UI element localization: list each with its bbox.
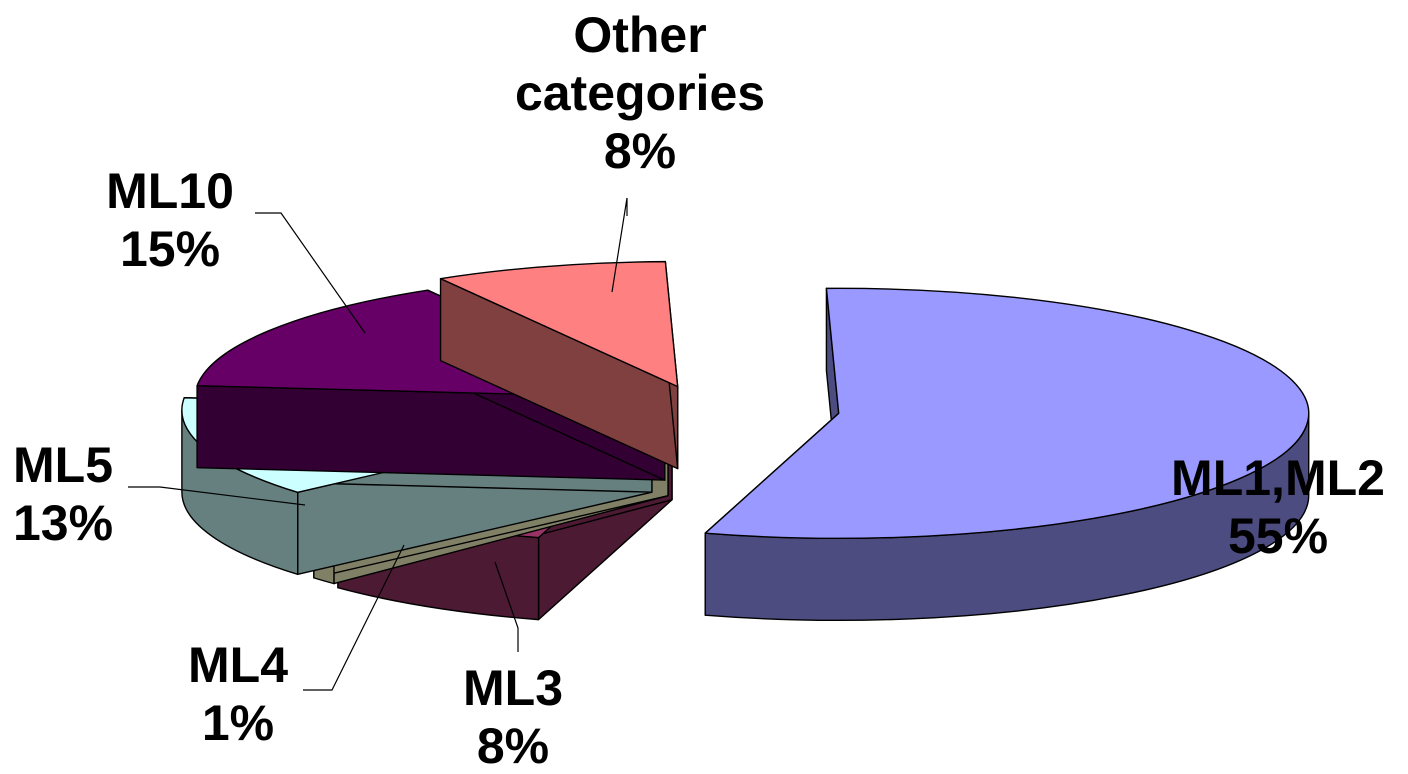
data-label-name: categories <box>515 65 765 121</box>
leader-line-ml3 <box>494 561 519 652</box>
leader-line-ml10 <box>255 212 366 334</box>
data-label-value: 15% <box>120 221 220 277</box>
leader-lines <box>128 197 628 691</box>
pie-slice-top-ml1-ml2 <box>704 287 1310 540</box>
data-label-name: ML4 <box>188 637 288 693</box>
data-label-value: 8% <box>477 718 549 774</box>
leader-line-ml5 <box>128 486 306 506</box>
data-label-value: 1% <box>202 695 274 751</box>
data-label-name: ML3 <box>463 660 563 716</box>
pie-slice-top-other-categories <box>439 260 679 388</box>
data-label-value: 55% <box>1228 508 1328 564</box>
pie-slice-ml1-ml2 <box>704 287 1310 622</box>
data-label-name: ML1,ML2 <box>1171 450 1385 506</box>
pie-slice-other-categories <box>439 260 679 470</box>
data-label-name: ML10 <box>106 163 234 219</box>
leader-line-ml4 <box>303 544 405 691</box>
leader-line-other-categories <box>611 197 628 293</box>
data-label-ml3: ML3 8% <box>463 660 563 774</box>
pie-slices <box>181 260 1310 622</box>
data-label-ml4: ML4 1% <box>188 637 288 751</box>
data-label-value: 8% <box>604 123 676 179</box>
data-label-name: Other <box>573 7 706 63</box>
data-label-ml10: ML10 15% <box>106 163 234 277</box>
data-label-name: ML5 <box>13 437 113 493</box>
data-label-ml5: ML5 13% <box>13 437 113 551</box>
slice-labels: ML1,ML2 55%ML3 8%ML4 1%ML5 13%ML10 15%Other ca… <box>13 7 1385 774</box>
data-label-value: 13% <box>13 495 113 551</box>
data-label-ml1-ml2: ML1,ML2 55% <box>1171 450 1385 564</box>
data-label-other-categories: Other categories 8% <box>515 7 765 179</box>
